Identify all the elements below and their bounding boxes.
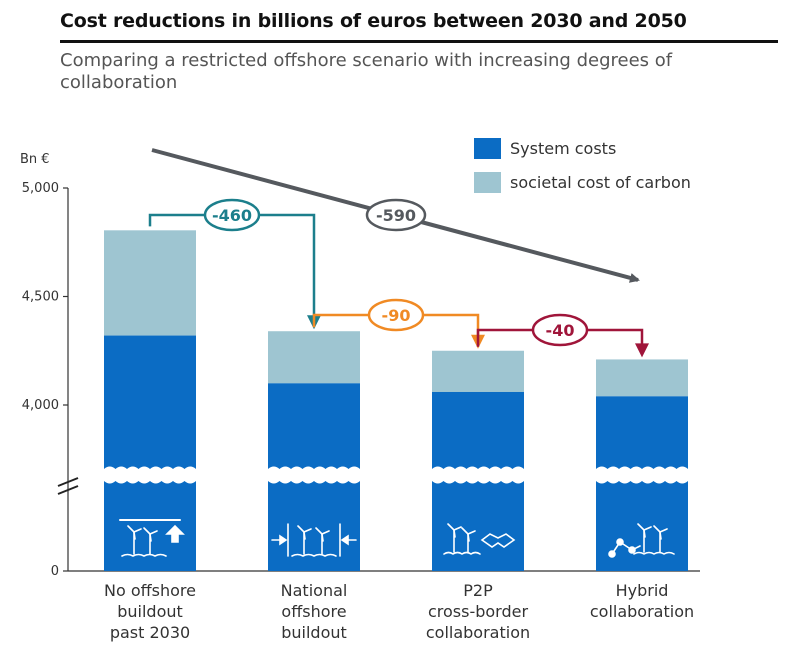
- turbine-blade: [133, 531, 136, 540]
- delta-label: -90: [382, 306, 411, 325]
- wave-line: [291, 553, 337, 557]
- turbine-blade: [149, 530, 158, 535]
- turbine-blade: [127, 525, 135, 533]
- wave-line: [633, 551, 675, 555]
- in-arrow-right: [340, 534, 357, 546]
- turbine-blade: [637, 523, 645, 531]
- category-label-line: buildout: [281, 623, 347, 642]
- category-label-line: Hybrid: [616, 581, 669, 600]
- bar-break-wave: [268, 466, 360, 484]
- category-label-line: collaboration: [590, 602, 694, 621]
- hybrid-network-icon: [608, 523, 675, 558]
- turbine-blade: [315, 527, 323, 535]
- national-offshore-icon: [271, 523, 357, 557]
- category-label: National offshore buildout: [281, 581, 348, 642]
- network-link: [631, 545, 641, 551]
- legend-label: societal cost of carbon: [510, 173, 691, 192]
- offshore-restricted-icon: [119, 519, 185, 557]
- in-arrow-left: [271, 534, 288, 546]
- delta-badge: [367, 298, 425, 332]
- network-link: [619, 541, 633, 551]
- bar-system-segment: [596, 396, 688, 571]
- turbine-blade: [447, 523, 455, 531]
- title-rule: [60, 40, 778, 43]
- legend-swatch: [474, 172, 501, 193]
- category-label-line: No offshore: [104, 581, 196, 600]
- wave-line: [443, 551, 481, 555]
- bar-break-wave: [104, 466, 196, 484]
- turbine-blade: [303, 528, 312, 533]
- turbine-blade: [297, 525, 305, 533]
- delta-badge: [531, 313, 589, 347]
- category-label-line: P2P: [463, 581, 493, 600]
- network-link: [611, 541, 621, 555]
- p2p-handshake-icon: [443, 523, 516, 555]
- connector-arrowhead: [635, 343, 649, 358]
- y-tick-label: 4,500: [22, 290, 59, 305]
- handshake-icon: [480, 533, 516, 548]
- turbine-blade: [643, 529, 646, 538]
- turbine-blade: [453, 529, 456, 538]
- category-label-line: National: [281, 581, 348, 600]
- up-arrow: [165, 524, 185, 543]
- turbine-blade: [467, 530, 476, 535]
- category-label: No offshore buildout past 2030: [104, 581, 196, 642]
- chart-subtitle: Comparing a restricted offshore scenario…: [60, 50, 673, 93]
- bar-carbon-segment: [268, 331, 360, 384]
- turbine-blade: [321, 530, 330, 535]
- turbine-blade: [643, 526, 652, 531]
- turbine-blade: [149, 533, 152, 542]
- overall-delta-badge: [365, 198, 427, 232]
- category-label-line: buildout: [117, 602, 183, 621]
- category-label-line: offshore: [281, 602, 346, 621]
- turbine-blade: [143, 527, 151, 535]
- turbine-blade: [133, 528, 142, 533]
- legend-label: System costs: [510, 139, 616, 158]
- turbine-blade: [467, 533, 470, 542]
- y-unit-label: Bn €: [20, 152, 50, 167]
- bar-break-wave: [432, 466, 524, 484]
- bar-carbon-segment: [104, 230, 196, 336]
- overall-delta-label: -590: [376, 206, 416, 225]
- wave-line: [121, 553, 167, 557]
- delta-label: -40: [546, 321, 575, 340]
- category-label-line: cross-border: [428, 602, 529, 621]
- axis-break-mark: [57, 477, 79, 487]
- turbine-blade: [659, 528, 668, 533]
- category-label: P2P cross-border collaboration: [426, 581, 530, 642]
- turbine-blade: [461, 527, 469, 535]
- turbine-blade: [653, 525, 661, 533]
- bar-carbon-segment: [596, 359, 688, 397]
- y-tick-label: 0: [51, 564, 59, 579]
- y-tick-label: 5,000: [22, 181, 59, 196]
- turbine-blade: [303, 531, 306, 540]
- category-label: Hybrid collaboration: [590, 581, 694, 621]
- bar-carbon-segment: [432, 350, 524, 392]
- bar-break-wave: [596, 466, 688, 484]
- category-label-line: collaboration: [426, 623, 530, 642]
- y-tick-label: 4,000: [22, 398, 59, 413]
- turbine-blade: [321, 533, 324, 542]
- axis-break-mark: [57, 485, 79, 495]
- delta-badge: [203, 198, 261, 232]
- turbine-blade: [659, 531, 662, 540]
- delta-label: -460: [212, 206, 252, 225]
- turbine-blade: [453, 526, 462, 531]
- chart-title: Cost reductions in billions of euros bet…: [60, 10, 687, 32]
- legend-swatch: [474, 138, 501, 159]
- category-label-line: past 2030: [110, 623, 190, 642]
